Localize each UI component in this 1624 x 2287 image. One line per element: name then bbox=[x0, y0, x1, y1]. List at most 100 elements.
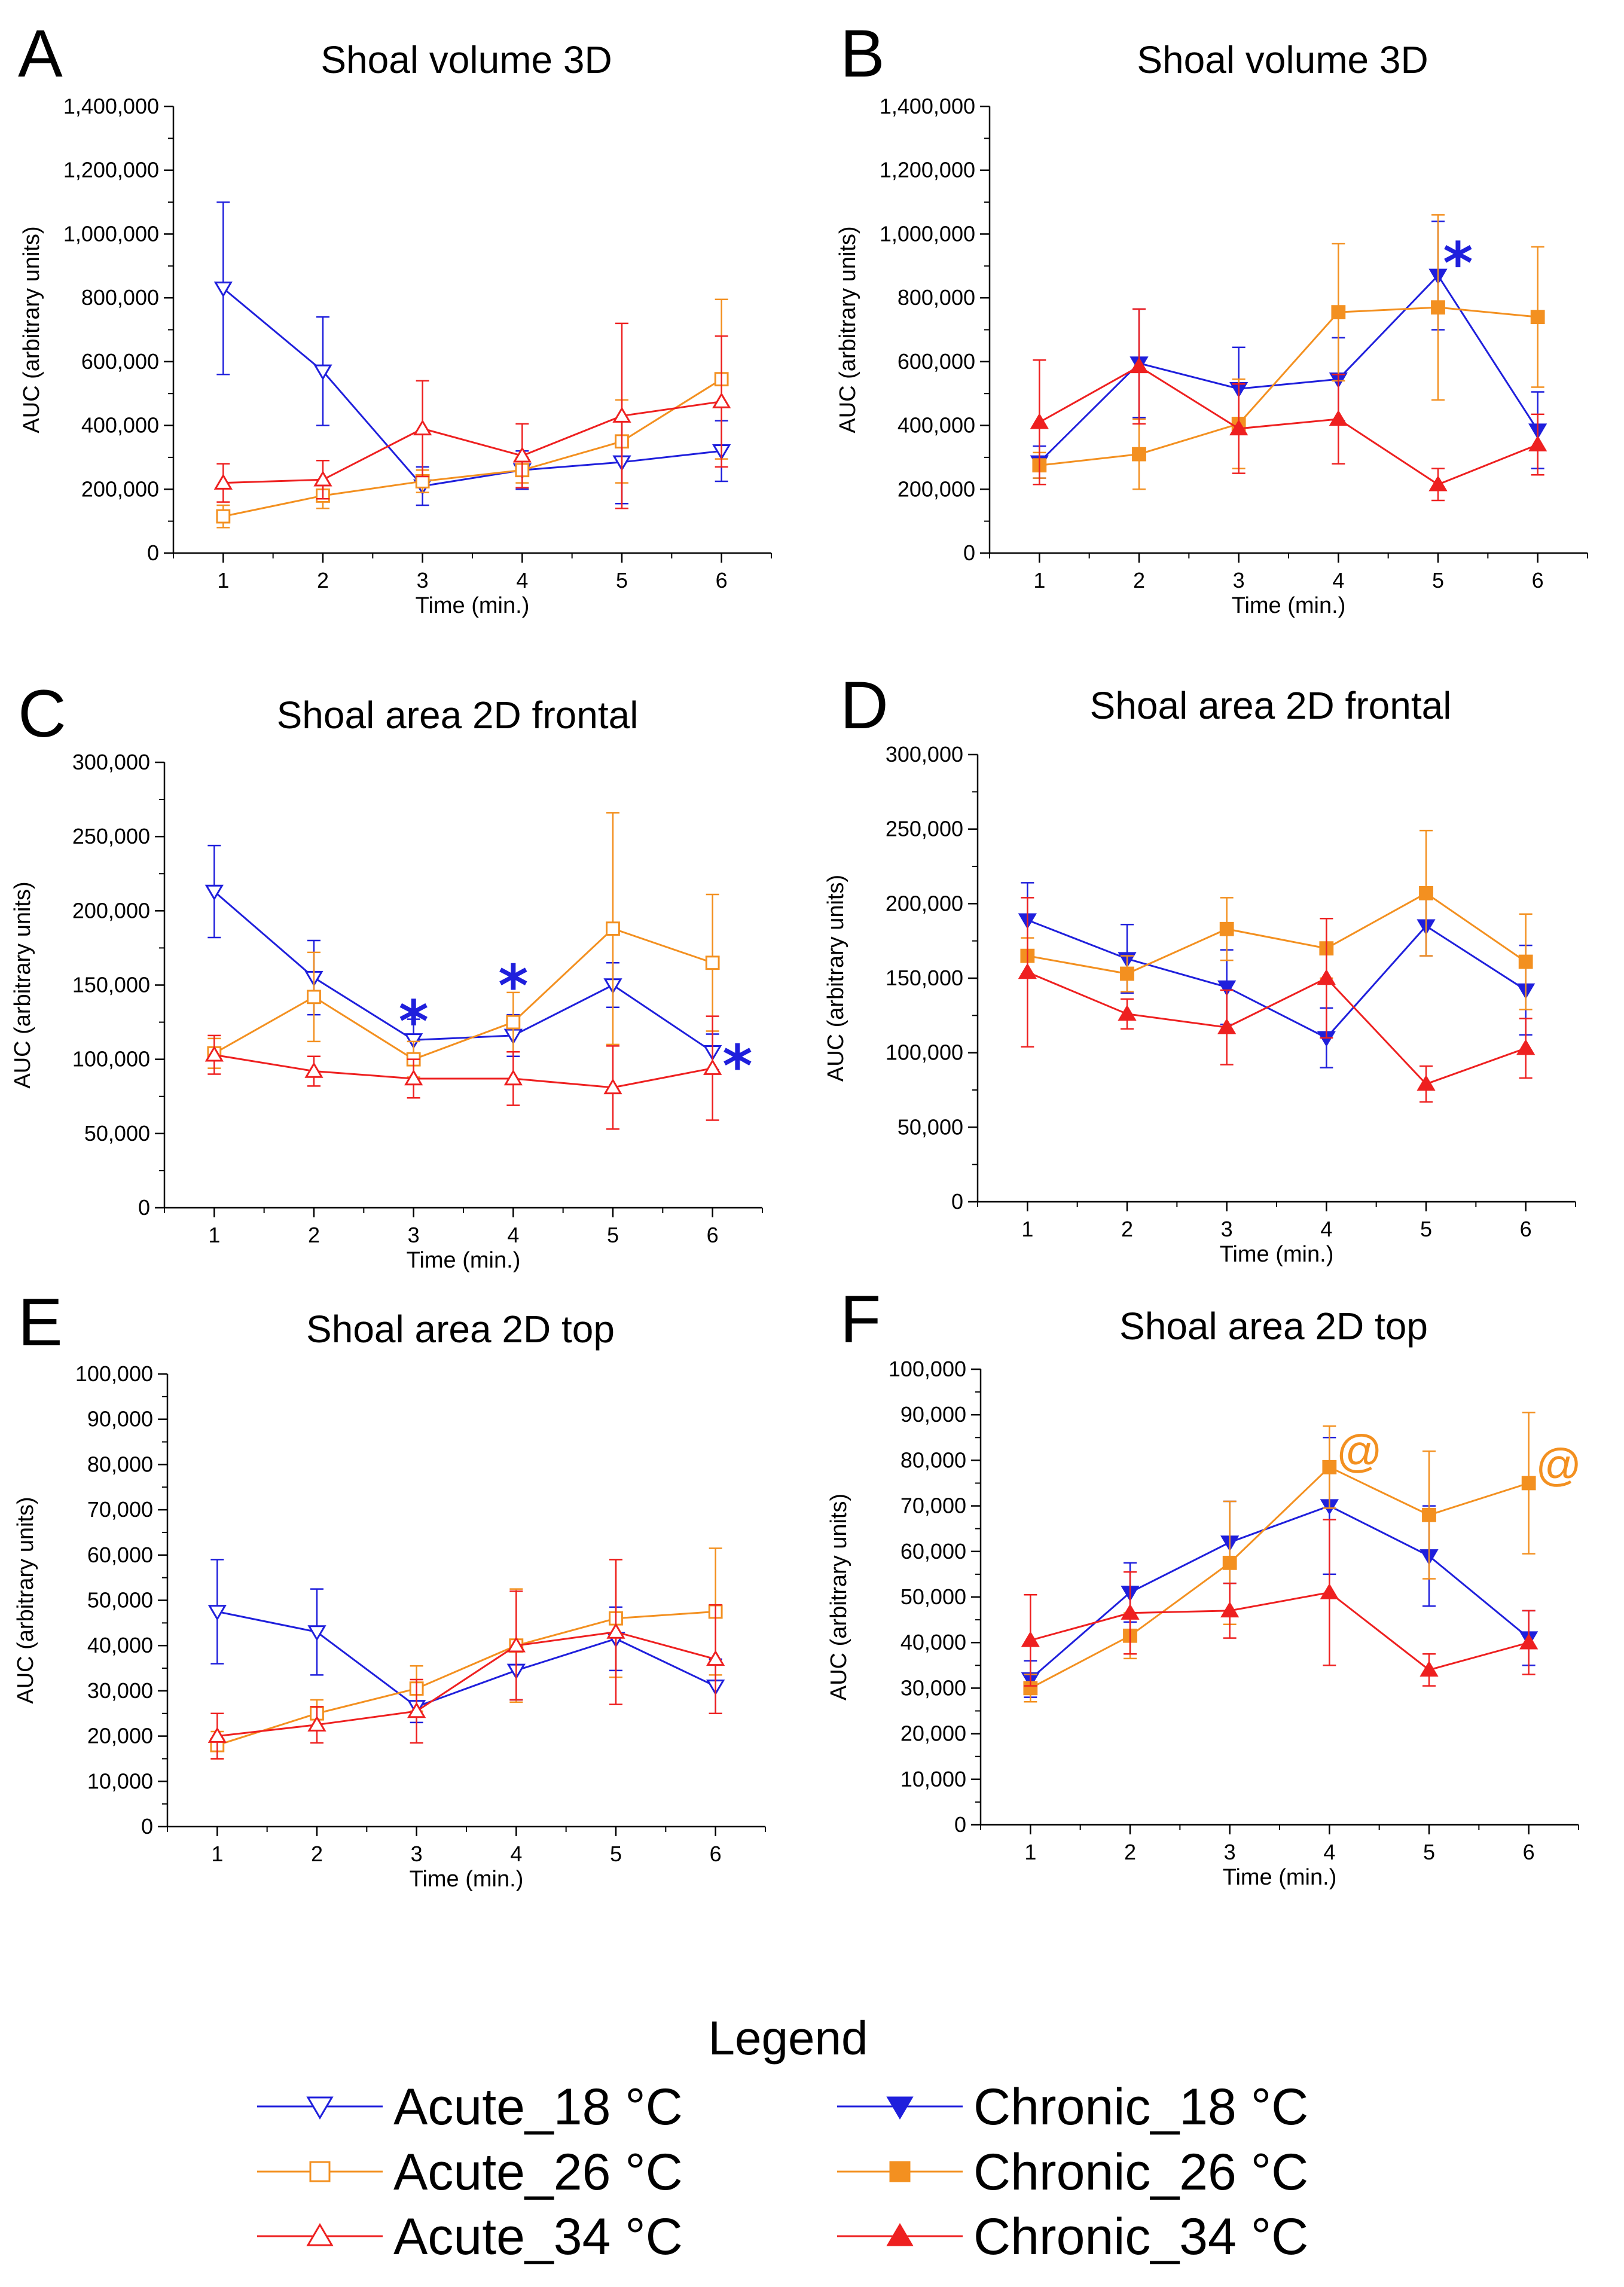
series-acute18 bbox=[213, 201, 731, 506]
data-point bbox=[1018, 963, 1037, 979]
panel-title: Shoal area 2D top bbox=[1119, 1305, 1428, 1348]
y-tick-label: 200,000 bbox=[898, 477, 975, 501]
data-point bbox=[307, 1715, 326, 1732]
legend-marker bbox=[306, 2096, 334, 2120]
data-point bbox=[506, 1015, 521, 1030]
panel-letter: C bbox=[18, 676, 66, 751]
x-tick-label: 4 bbox=[1323, 1840, 1335, 1864]
y-tick-label: 100,000 bbox=[886, 1040, 963, 1065]
data-point bbox=[612, 407, 631, 423]
data-point bbox=[313, 470, 332, 487]
x-axis-label: Time (min.) bbox=[416, 593, 530, 618]
panel-a: A Shoal volume 3D 0 200,000 400,000 600,000 80… bbox=[18, 16, 772, 618]
x-tick-label: 3 bbox=[411, 1842, 423, 1866]
y-tick-label: 800,000 bbox=[81, 285, 159, 310]
panel-letter: F bbox=[840, 1282, 881, 1357]
data-point bbox=[1528, 435, 1547, 451]
x-tick-label: 5 bbox=[1432, 568, 1444, 593]
y-tick-label: 1,400,000 bbox=[880, 94, 975, 118]
legend-entry-acute18: Acute_18 °C bbox=[257, 2078, 683, 2136]
data-point bbox=[307, 1625, 326, 1641]
data-point bbox=[1428, 475, 1448, 491]
data-point bbox=[313, 364, 332, 381]
panel-letter: E bbox=[18, 1285, 63, 1360]
series-chronic18 bbox=[1021, 1437, 1538, 1698]
y-tick-label: 20,000 bbox=[87, 1724, 153, 1748]
series-line bbox=[1030, 1466, 1530, 1689]
data-point bbox=[1021, 1631, 1040, 1647]
y-tick-label: 800,000 bbox=[898, 285, 975, 310]
x-tick-label: 3 bbox=[1233, 568, 1245, 593]
x-tick-label: 6 bbox=[1520, 1217, 1532, 1241]
x-tick-label: 2 bbox=[1121, 1217, 1133, 1241]
y-tick-label: 50,000 bbox=[898, 1115, 963, 1139]
data-point bbox=[216, 509, 231, 524]
y-tick-label: 0 bbox=[963, 541, 975, 565]
y-tick-label: 200,000 bbox=[886, 891, 963, 915]
significance-star: * bbox=[722, 1033, 752, 1100]
y-tick-label: 80,000 bbox=[900, 1448, 966, 1472]
x-tick-label: 2 bbox=[311, 1842, 323, 1866]
x-tick-label: 6 bbox=[707, 1223, 719, 1247]
y-tick-label: 1,400,000 bbox=[63, 94, 159, 118]
series-line bbox=[213, 890, 713, 1053]
data-point bbox=[213, 474, 233, 490]
series-chronic34 bbox=[1021, 1519, 1538, 1687]
x-tick-label: 2 bbox=[308, 1223, 320, 1247]
y-tick-label: 100,000 bbox=[72, 1047, 150, 1071]
data-point bbox=[404, 1069, 423, 1086]
series-line bbox=[1027, 892, 1527, 975]
y-tick-label: 50,000 bbox=[84, 1121, 150, 1146]
legend-label: Chronic_18 °C bbox=[973, 2078, 1308, 2136]
y-tick-label: 200,000 bbox=[81, 477, 159, 501]
legend-marker bbox=[889, 2161, 911, 2182]
significance-at: @ bbox=[1536, 1440, 1582, 1491]
series-line bbox=[223, 401, 722, 484]
series-line bbox=[214, 1054, 713, 1089]
y-tick-label: 0 bbox=[138, 1195, 150, 1220]
series-line bbox=[223, 378, 722, 518]
panel-d: D Shoal area 2D frontal 0 50,000 100,000 150,… bbox=[823, 668, 1576, 1267]
data-point bbox=[1322, 1459, 1337, 1474]
y-tick-label: 100,000 bbox=[889, 1357, 966, 1381]
data-point bbox=[1422, 1507, 1436, 1522]
data-point bbox=[1120, 966, 1134, 981]
data-point bbox=[1431, 300, 1445, 315]
x-tick-label: 5 bbox=[1423, 1840, 1435, 1864]
data-point bbox=[1118, 1004, 1137, 1021]
data-point bbox=[1222, 1555, 1237, 1570]
legend-entry-acute34: Acute_34 °C bbox=[257, 2208, 683, 2265]
x-tick-label: 6 bbox=[1532, 568, 1544, 593]
x-tick-label: 1 bbox=[1033, 568, 1045, 593]
data-point bbox=[703, 1059, 722, 1075]
series-chronic26 bbox=[1023, 1412, 1536, 1703]
x-tick-label: 2 bbox=[1124, 1840, 1136, 1864]
x-axis-label: Time (min.) bbox=[1232, 593, 1346, 618]
y-tick-label: 90,000 bbox=[900, 1402, 966, 1427]
y-tick-label: 200,000 bbox=[72, 898, 150, 923]
data-point bbox=[1130, 357, 1149, 374]
panel-letter: A bbox=[18, 16, 63, 91]
series-line bbox=[1039, 306, 1538, 466]
series-chronic26 bbox=[1020, 829, 1533, 1010]
series-line bbox=[213, 927, 713, 1061]
y-tick-label: 1,200,000 bbox=[880, 158, 975, 182]
data-point bbox=[307, 990, 321, 1004]
x-tick-label: 4 bbox=[507, 1223, 519, 1247]
x-tick-label: 3 bbox=[417, 568, 429, 593]
series-line bbox=[1030, 1504, 1530, 1680]
data-point bbox=[1220, 1601, 1240, 1618]
data-point bbox=[1516, 1039, 1536, 1055]
series-line bbox=[1039, 274, 1538, 463]
x-tick-label: 1 bbox=[217, 568, 229, 593]
x-tick-label: 1 bbox=[1021, 1217, 1033, 1241]
y-tick-label: 600,000 bbox=[898, 349, 975, 374]
x-axis-label: Time (min.) bbox=[1223, 1865, 1337, 1890]
data-point bbox=[1121, 1604, 1140, 1620]
y-tick-label: 250,000 bbox=[886, 817, 963, 841]
y-tick-label: 30,000 bbox=[87, 1678, 153, 1703]
x-tick-label: 2 bbox=[1133, 568, 1145, 593]
data-point bbox=[506, 1636, 526, 1653]
y-axis-label: AUC (arbitrary units) bbox=[823, 875, 848, 1082]
x-tick-label: 1 bbox=[1024, 1840, 1036, 1864]
